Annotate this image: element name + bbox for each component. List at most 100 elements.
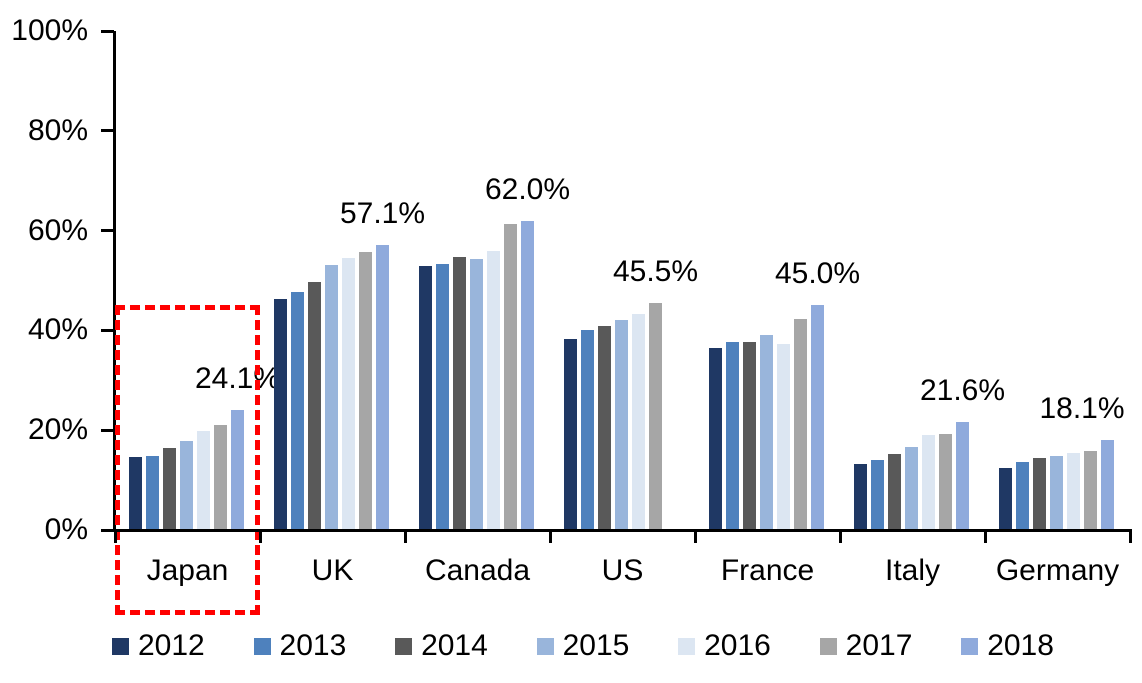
- bar-canada-2014: [453, 257, 466, 530]
- highlight-box-japan: [115, 305, 260, 615]
- x-tick-mark: [1128, 530, 1132, 543]
- bar-group-france: [695, 0, 840, 530]
- bar-france-2017: [794, 318, 807, 530]
- y-tick-label: 100%: [11, 14, 88, 47]
- bar-group-us: [550, 0, 695, 530]
- data-label-france: 45.0%: [774, 257, 861, 291]
- category-label-us: US: [601, 554, 644, 587]
- bar-germany-2016: [1067, 453, 1080, 530]
- y-axis-line: [113, 31, 116, 532]
- data-label-germany: 18.1%: [1039, 391, 1125, 425]
- bar-uk-2017: [359, 252, 372, 530]
- legend-label-2017: 2017: [845, 629, 913, 662]
- data-label-canada: 62.0%: [484, 172, 571, 206]
- legend-swatch-2014: [395, 637, 413, 655]
- legend-item-2013: 2013: [253, 629, 347, 662]
- legend-item-2018: 2018: [961, 631, 1054, 661]
- bar-uk-2014: [308, 281, 321, 530]
- bar-canada-2013: [436, 263, 449, 530]
- bar-us-2016: [632, 313, 645, 530]
- bar-japan-2014: [163, 447, 176, 530]
- legend-label-2018: 2018: [987, 629, 1054, 662]
- bar-uk-2016: [342, 258, 355, 530]
- y-tick-mark: [101, 129, 114, 133]
- data-label-uk: 57.1%: [339, 197, 426, 231]
- bar-group-japan: [115, 0, 260, 530]
- bar-germany-2018: [1101, 439, 1114, 530]
- y-tick-label: 20%: [27, 413, 88, 447]
- bar-japan-2018: [231, 409, 244, 530]
- bar-france-2015: [760, 334, 773, 530]
- legend-swatch-2013: [253, 637, 271, 655]
- x-tick-mark: [258, 530, 262, 543]
- bar-canada-2018: [521, 220, 534, 530]
- bar-uk-2013: [291, 291, 304, 530]
- legend-swatch-2015: [536, 637, 554, 655]
- legend-item-2016: 2016: [678, 631, 771, 661]
- bar-italy-2016: [922, 435, 935, 530]
- legend-label-2012: 2012: [138, 629, 205, 662]
- bar-us-2015: [615, 319, 628, 530]
- bar-france-2018: [811, 305, 824, 530]
- bar-group-germany: [985, 0, 1130, 530]
- x-tick-mark: [693, 530, 697, 543]
- bar-group-uk: [260, 0, 405, 530]
- bar-group-canada: [405, 0, 550, 530]
- bar-group-italy: [840, 0, 985, 530]
- bar-us-2013: [581, 330, 594, 530]
- bar-italy-2013: [871, 459, 884, 530]
- legend-item-2012: 2012: [112, 631, 205, 661]
- bar-italy-2017: [939, 434, 952, 530]
- y-tick-label: 40%: [27, 313, 88, 347]
- legend-item-2014: 2014: [395, 631, 488, 661]
- bar-japan-2012: [129, 456, 142, 530]
- bar-japan-2013: [146, 455, 159, 530]
- bar-germany-2017: [1084, 450, 1097, 530]
- y-tick-label: 80%: [27, 113, 88, 147]
- bar-germany-2012: [999, 468, 1012, 530]
- bar-uk-2018: [376, 245, 389, 530]
- bar-japan-2016: [197, 430, 210, 530]
- bar-uk-2012: [274, 299, 287, 530]
- bar-france-2013: [726, 341, 739, 530]
- x-tick-mark: [983, 530, 987, 543]
- category-label-italy: Italy: [884, 554, 941, 587]
- legend-label-2015: 2015: [562, 629, 630, 662]
- y-tick-mark: [101, 328, 114, 332]
- bar-italy-2018: [956, 422, 969, 530]
- bar-us-2017: [649, 302, 662, 530]
- bar-canada-2016: [487, 251, 500, 530]
- data-label-us: 45.5%: [612, 254, 699, 288]
- bar-canada-2017: [504, 223, 517, 530]
- bar-germany-2015: [1050, 456, 1063, 530]
- bar-italy-2014: [888, 454, 901, 530]
- category-label-canada: Canada: [424, 554, 531, 587]
- bar-france-2012: [709, 347, 722, 530]
- x-tick-mark: [113, 530, 117, 543]
- bar-italy-2015: [905, 446, 918, 530]
- x-tick-mark: [838, 530, 842, 543]
- category-label-uk: UK: [311, 554, 354, 587]
- bar-uk-2015: [325, 264, 338, 530]
- bar-us-2014: [598, 325, 611, 530]
- legend-swatch-2017: [819, 637, 837, 655]
- legend-swatch-2012: [112, 637, 129, 655]
- data-label-italy: 21.6%: [919, 374, 1006, 408]
- legend-item-2017: 2017: [819, 629, 913, 662]
- bar-germany-2013: [1016, 461, 1029, 530]
- data-label-japan: 24.1%: [194, 361, 281, 395]
- category-label-germany: Germany: [995, 554, 1120, 587]
- x-tick-mark: [548, 530, 552, 543]
- legend-label-2014: 2014: [421, 629, 488, 662]
- bar-france-2014: [743, 341, 756, 530]
- legend-label-2016: 2016: [704, 629, 771, 662]
- y-tick-label: 60%: [27, 213, 88, 247]
- bar-italy-2012: [854, 463, 867, 530]
- x-tick-mark: [403, 530, 407, 543]
- legend-swatch-2016: [678, 637, 696, 655]
- y-tick-mark: [101, 528, 114, 532]
- category-label-france: France: [720, 554, 815, 587]
- bar-germany-2014: [1033, 458, 1046, 530]
- legend-label-2013: 2013: [279, 629, 347, 662]
